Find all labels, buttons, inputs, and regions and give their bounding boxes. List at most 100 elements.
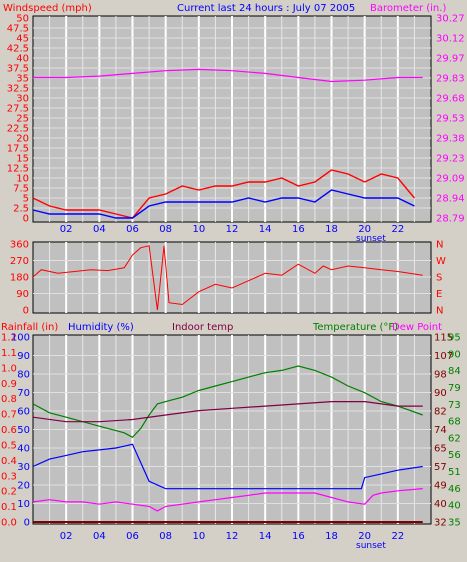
tick-label: 40 xyxy=(448,501,461,512)
tick-label: 0 xyxy=(23,214,29,225)
tick-label: 29.97 xyxy=(436,54,465,65)
tick-label: 0.8 xyxy=(1,394,17,405)
x-tick-label: 08 xyxy=(159,224,172,235)
tick-label: 10 xyxy=(17,499,30,510)
dew-point-line xyxy=(32,488,423,512)
tick-label: 0 xyxy=(23,306,29,317)
x-tick-label: 04 xyxy=(93,531,106,542)
tick-label: S xyxy=(436,273,442,284)
direction-grid xyxy=(33,242,431,313)
wind-x-labels: 02 04 06 08 10 12 14 16 18 20 22 xyxy=(60,224,404,235)
barometer-axis-title: Barometer (in.) xyxy=(370,3,446,14)
humidity-axis-title: Humidity (%) xyxy=(68,322,134,333)
tick-label: 29.83 xyxy=(436,74,465,85)
tick-label: N xyxy=(436,306,443,317)
tick-label: 0 xyxy=(24,518,30,529)
rainfall-axis-title: Rainfall (in) xyxy=(1,322,58,333)
tick-label: 84 xyxy=(448,366,461,377)
wind-grid xyxy=(33,16,431,222)
humidity-line xyxy=(32,443,423,490)
tick-label: 2.5 xyxy=(13,204,29,215)
x-tick-label: 04 xyxy=(93,224,106,235)
wind-series xyxy=(32,68,423,219)
tick-label: 74 xyxy=(434,425,447,436)
tick-label: 57 xyxy=(434,462,447,473)
direction-y-ticks: 0 90 180 270 360 xyxy=(10,240,29,317)
x-tick-label: 14 xyxy=(259,531,272,542)
sunset-label-top: sunset xyxy=(356,234,386,244)
page-title: Current last 24 hours : July 07 2005 xyxy=(177,3,355,14)
tick-label: 30 xyxy=(16,94,29,105)
tick-label: 35 xyxy=(16,74,29,85)
tick-label: 32 xyxy=(434,518,447,529)
tick-label: 10 xyxy=(16,174,29,185)
tick-label: 79 xyxy=(448,383,461,394)
tick-label: 50 xyxy=(16,14,29,25)
tick-label: 115 xyxy=(434,333,453,344)
indoor-temp-line xyxy=(32,401,423,423)
direction-series xyxy=(32,245,423,311)
tick-label: 180 xyxy=(10,273,29,284)
tick-label: 37.5 xyxy=(7,64,29,75)
wind-direction-line xyxy=(32,245,423,311)
tick-label: 29.53 xyxy=(436,114,465,125)
tick-label: 0.7 xyxy=(1,410,17,421)
sunset-label-bottom: sunset xyxy=(356,541,386,551)
tick-label: 0.3 xyxy=(1,471,17,482)
windspeed-average-line xyxy=(32,189,415,219)
tick-label: 90 xyxy=(434,388,447,399)
tick-label: 35 xyxy=(448,518,461,529)
tick-label: 73 xyxy=(448,400,461,411)
tick-label: 70 xyxy=(17,388,30,399)
temperature-series xyxy=(32,365,423,523)
x-tick-label: 06 xyxy=(126,531,139,542)
tick-label: 20 xyxy=(16,134,29,145)
tick-label: 60 xyxy=(17,407,30,418)
windspeed-gust-line xyxy=(32,169,415,219)
indoor-temp-title: Indoor temp xyxy=(172,322,233,333)
tick-label: 29.09 xyxy=(436,174,465,185)
temperature-line xyxy=(32,365,423,439)
tick-label: 0.0 xyxy=(1,518,17,529)
tick-label: 270 xyxy=(10,256,29,267)
tick-label: 56 xyxy=(448,450,461,461)
tick-label: 90 xyxy=(448,349,461,360)
dewpoint-axis-title: Dew Point xyxy=(392,322,442,333)
x-tick-label: 22 xyxy=(391,531,404,542)
tick-label: 40 xyxy=(17,444,30,455)
humidity-y-ticks: 0 10 20 30 40 50 60 70 80 90 100 xyxy=(11,333,30,529)
tick-label: 82 xyxy=(434,407,447,418)
temperature-x-labels: 02 04 06 08 10 12 14 16 18 20 22 xyxy=(60,531,404,542)
x-tick-label: 20 xyxy=(358,224,371,235)
tick-label: 68 xyxy=(448,417,461,428)
tick-label: 0.1 xyxy=(1,502,17,513)
tick-label: 0.2 xyxy=(1,487,17,498)
tick-label: 50 xyxy=(17,425,30,436)
tick-label: 12.5 xyxy=(7,164,29,175)
tick-label: 20 xyxy=(17,481,30,492)
tick-label: 0.4 xyxy=(1,456,17,467)
tick-label: 7.5 xyxy=(13,184,29,195)
tick-label: 32.5 xyxy=(7,84,29,95)
tick-label: 17.5 xyxy=(7,144,29,155)
tick-label: 1.1 xyxy=(1,348,17,359)
x-tick-label: 22 xyxy=(391,224,404,235)
tick-label: W xyxy=(436,256,446,267)
tick-label: 98 xyxy=(434,370,447,381)
tick-label: 15 xyxy=(16,154,29,165)
temperature-grid xyxy=(33,335,431,524)
x-tick-label: 18 xyxy=(325,531,338,542)
x-tick-label: 06 xyxy=(126,224,139,235)
barometer-line xyxy=(33,68,423,83)
tick-label: 80 xyxy=(17,370,30,381)
dewpoint-y-ticks: 35 40 46 51 56 62 68 73 79 84 90 95 xyxy=(448,333,461,529)
tick-label: 27.5 xyxy=(7,104,29,115)
tick-label: 0.6 xyxy=(1,425,17,436)
x-tick-label: 02 xyxy=(60,224,73,235)
x-tick-label: 12 xyxy=(226,531,239,542)
tick-label: 29.68 xyxy=(436,94,465,105)
x-tick-label: 10 xyxy=(192,531,205,542)
x-tick-label: 10 xyxy=(192,224,205,235)
